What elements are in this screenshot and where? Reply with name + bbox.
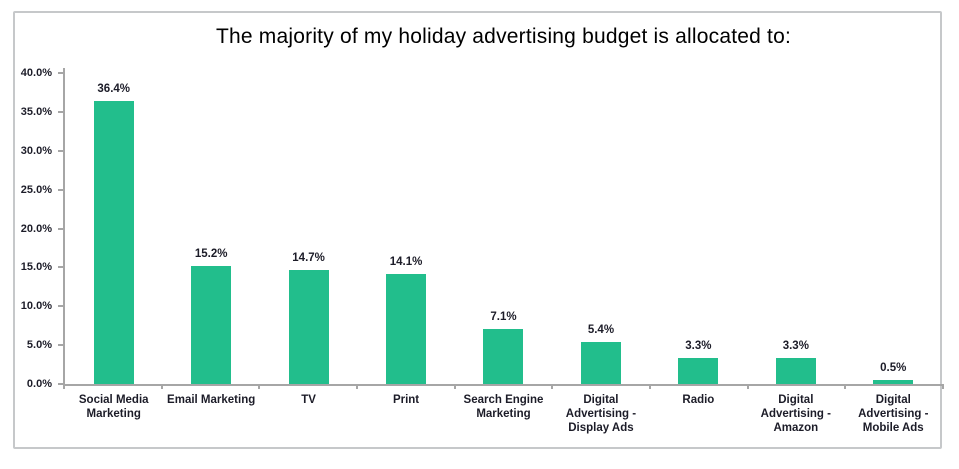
x-axis-category-label: Search Engine Marketing — [463, 394, 544, 420]
x-axis-tick-mark — [746, 384, 749, 389]
y-axis-tick-mark — [58, 227, 63, 230]
y-axis-tick-label: 30.0% — [20, 144, 52, 157]
bar-column: 5.4% — [552, 73, 649, 384]
y-axis-tick-mark — [58, 149, 63, 152]
bar-value-label: 3.3% — [782, 340, 809, 353]
x-axis-category-label: Print — [392, 394, 420, 406]
y-axis-tick-mark — [58, 188, 63, 191]
plot-area: 36.4% 15.2% 14.7% 14.1% 7.1% 5.4% 3.3% 3.3% 0.5% — [65, 73, 942, 384]
bar-column: 3.3% — [650, 73, 747, 384]
bar-value-label: 5.4% — [587, 324, 615, 337]
x-axis-category-label: Social Media Marketing — [78, 394, 149, 420]
x-axis-category-labels: Social Media Marketing Email Marketing TV P… — [65, 393, 942, 441]
x-axis-tick-mark — [844, 384, 847, 389]
bar-7 — [678, 358, 719, 384]
y-axis-tick-label: 25.0% — [20, 183, 52, 196]
bar-1 — [93, 101, 134, 384]
bar-column: 14.1% — [357, 73, 454, 384]
bar-column: 3.3% — [747, 73, 844, 384]
bar-3 — [288, 269, 329, 384]
bar-column: 36.4% — [65, 73, 162, 384]
bar-4 — [386, 274, 427, 384]
bar-column: 0.5% — [845, 73, 942, 384]
y-axis-tick-label: 10.0% — [20, 300, 52, 313]
bar-5 — [483, 328, 524, 384]
y-axis-tick-label: 35.0% — [20, 105, 52, 118]
y-axis-tick-label: 20.0% — [20, 222, 52, 235]
x-axis-tick-mark — [356, 384, 358, 389]
bar-value-label: 0.5% — [880, 362, 907, 375]
x-axis-tick-mark — [649, 384, 651, 389]
x-axis-category-label: TV — [301, 394, 316, 406]
bar-2 — [191, 265, 232, 384]
bar-value-label: 7.1% — [490, 310, 517, 323]
x-axis-category-label: Digital Advertising - Display Ads — [565, 394, 637, 434]
bar-value-label: 36.4% — [97, 83, 131, 95]
y-axis-tick-mark — [58, 344, 63, 347]
bar-column: 7.1% — [455, 73, 552, 384]
bar-value-label: 14.7% — [292, 251, 325, 264]
bar-8 — [775, 358, 816, 384]
bar-column: 14.7% — [260, 73, 357, 384]
x-axis-tick-mark — [160, 384, 163, 389]
y-axis-tick-mark — [58, 383, 63, 385]
x-axis-tick-mark — [551, 384, 554, 389]
y-axis-tick-mark — [58, 72, 63, 74]
y-axis-tick-mark — [58, 305, 63, 308]
bar-column: 15.2% — [162, 73, 259, 384]
x-axis-category-label: Email Marketing — [167, 394, 256, 406]
x-axis-line — [63, 384, 944, 386]
x-axis-tick-mark — [453, 384, 456, 389]
bar-value-label: 15.2% — [194, 247, 228, 260]
x-axis-tick-mark — [63, 384, 65, 389]
y-axis-tick-label: 15.0% — [20, 261, 52, 274]
y-axis-line — [63, 68, 65, 384]
y-axis-tick-mark — [58, 110, 63, 113]
x-axis-category-label: Digital Advertising - Amazon — [760, 394, 831, 434]
bar-value-label: 3.3% — [685, 340, 712, 353]
bar-9 — [873, 380, 914, 384]
x-axis-tick-mark — [258, 384, 261, 389]
y-axis-tick-label: 5.0% — [26, 339, 52, 352]
y-axis-tick-mark — [58, 266, 63, 269]
y-axis-tick-label: 0.0% — [26, 378, 52, 390]
y-axis-tick-label: 40.0% — [20, 67, 52, 79]
chart-title: The majority of my holiday advertising b… — [215, 25, 792, 48]
bar-6 — [580, 342, 621, 384]
bar-value-label: 14.1% — [389, 256, 423, 269]
x-axis-category-label: Radio — [682, 394, 715, 406]
x-axis-tick-mark — [942, 384, 944, 389]
x-axis-category-label: Digital Advertising - Mobile Ads — [858, 394, 929, 434]
